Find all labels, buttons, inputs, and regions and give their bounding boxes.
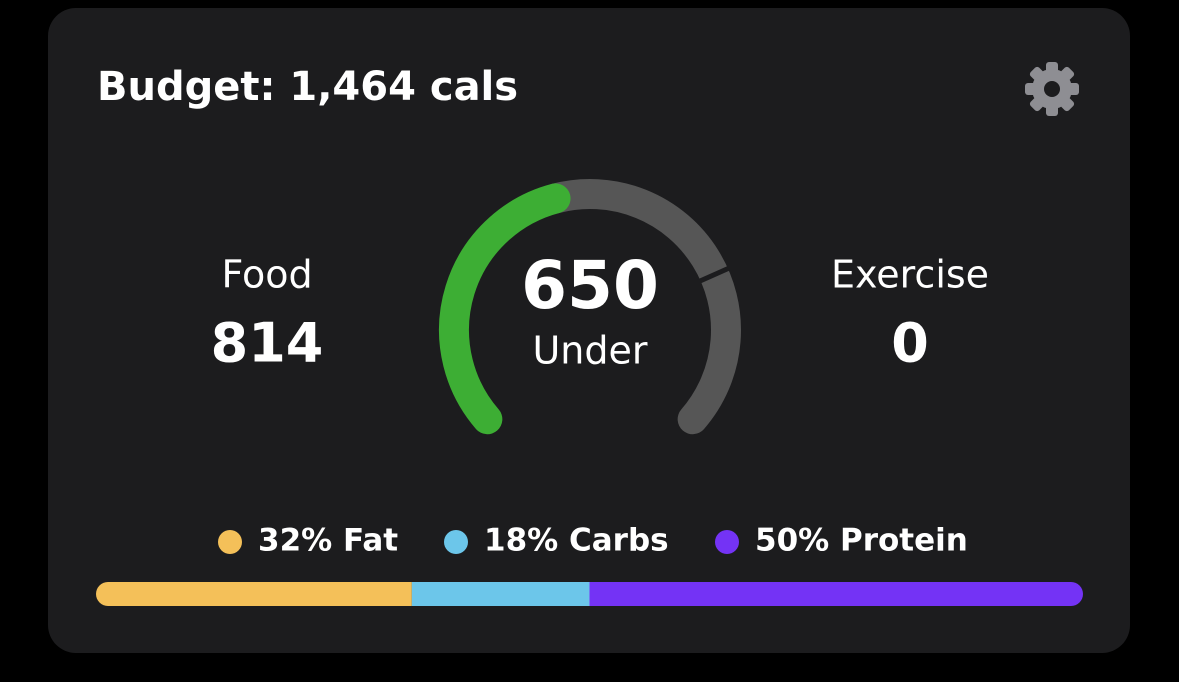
legend-label: 18% Carbs	[484, 523, 669, 559]
gauge-used	[540, 179, 741, 435]
macros: 32% Fat 18% Carbs 50% Protein	[96, 523, 1083, 606]
remaining-label: Under	[532, 329, 647, 373]
gauge-divider	[696, 265, 732, 285]
remaining-value: 650	[521, 247, 659, 324]
food-value: 814	[211, 312, 324, 375]
macro-segment	[411, 582, 590, 606]
exercise-label: Exercise	[831, 253, 989, 297]
macro-segment	[589, 582, 1083, 606]
settings-icon[interactable]	[1025, 62, 1079, 116]
gauge	[439, 179, 741, 435]
exercise-value: 0	[891, 312, 929, 375]
gauge-remaining	[439, 183, 571, 435]
macro-bar	[96, 582, 1083, 606]
legend-dot	[444, 530, 468, 554]
legend-label: 50% Protein	[755, 523, 968, 559]
title: Budget: 1,464 cals	[97, 64, 518, 110]
legend-label: 32% Fat	[258, 523, 398, 559]
food-label: Food	[221, 253, 312, 297]
macro-segment	[96, 582, 412, 606]
card	[48, 8, 1130, 653]
legend-dot	[715, 530, 739, 554]
legend-dot	[218, 530, 242, 554]
